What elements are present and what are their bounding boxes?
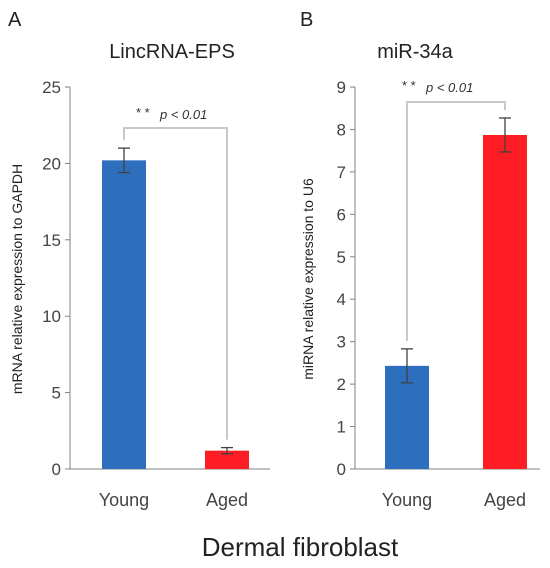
panel-a-significance-bracket: [123, 127, 228, 440]
panel-b-y-tick-label: 9: [337, 78, 346, 97]
panel-b-significance: * * p < 0.01: [402, 78, 473, 95]
panel-a-y-tick-label: 10: [42, 307, 61, 326]
panel-b: B miR-34a miRNA relative expression to U…: [300, 9, 540, 510]
panel-b-y-tick-label: 2: [337, 375, 346, 394]
panel-a-significance: * * p < 0.01: [136, 105, 207, 122]
panel-a-category-label: Young: [99, 490, 149, 510]
panel-b-letter: B: [300, 9, 313, 31]
panel-b-y-tick-label: 8: [337, 120, 346, 139]
panel-b-significance-stars: * *: [402, 78, 416, 93]
panel-b-bar-aged: [483, 134, 527, 469]
panel-b-y-tick-label: 0: [337, 460, 346, 479]
panel-b-y-tick-label: 1: [337, 418, 346, 437]
panel-b-y-axis-label: miRNA relative expression to U6: [300, 178, 316, 380]
panel-b-y-tick-label: 5: [337, 248, 346, 267]
panel-a-plot: 0 5 10 15 20 25 Young Aged: [42, 78, 270, 510]
panel-a: A LincRNA-EPS mRNA relative expression t…: [8, 9, 270, 510]
panel-a-significance-stars: * *: [136, 105, 150, 120]
panel-b-category-label: Young: [382, 490, 432, 510]
panel-a-y-tick-label: 20: [42, 154, 61, 173]
panel-b-y-tick-label: 3: [337, 333, 346, 352]
panel-b-significance-bracket: [406, 101, 506, 341]
panel-a-y-tick-label: 5: [52, 384, 61, 403]
panel-b-plot: 0 1 2 3 4 5 6 7 8 9 Young Aged: [337, 78, 540, 510]
panel-a-y-tick-label: 25: [42, 78, 61, 97]
panel-a-significance-pvalue: p < 0.01: [159, 107, 207, 122]
panel-a-title: LincRNA-EPS: [109, 41, 235, 63]
panel-b-y-tick-label: 6: [337, 205, 346, 224]
panel-b-title: miR-34a: [377, 41, 453, 63]
panel-b-y-tick-label: 4: [337, 290, 346, 309]
footer-label: Dermal fibroblast: [202, 532, 399, 562]
panel-a-bar-young: [102, 160, 146, 469]
panel-a-y-axis-label: mRNA relative expression to GAPDH: [9, 164, 25, 394]
panel-a-y-tick-label: 0: [52, 460, 61, 479]
panel-a-letter: A: [8, 9, 22, 31]
panel-a-category-label: Aged: [206, 490, 248, 510]
panel-b-category-label: Aged: [484, 490, 526, 510]
panel-b-y-tick-label: 7: [337, 163, 346, 182]
panel-a-y-tick-label: 15: [42, 231, 61, 250]
panel-a-bar-aged: [205, 450, 249, 469]
panel-b-significance-pvalue: p < 0.01: [425, 80, 473, 95]
